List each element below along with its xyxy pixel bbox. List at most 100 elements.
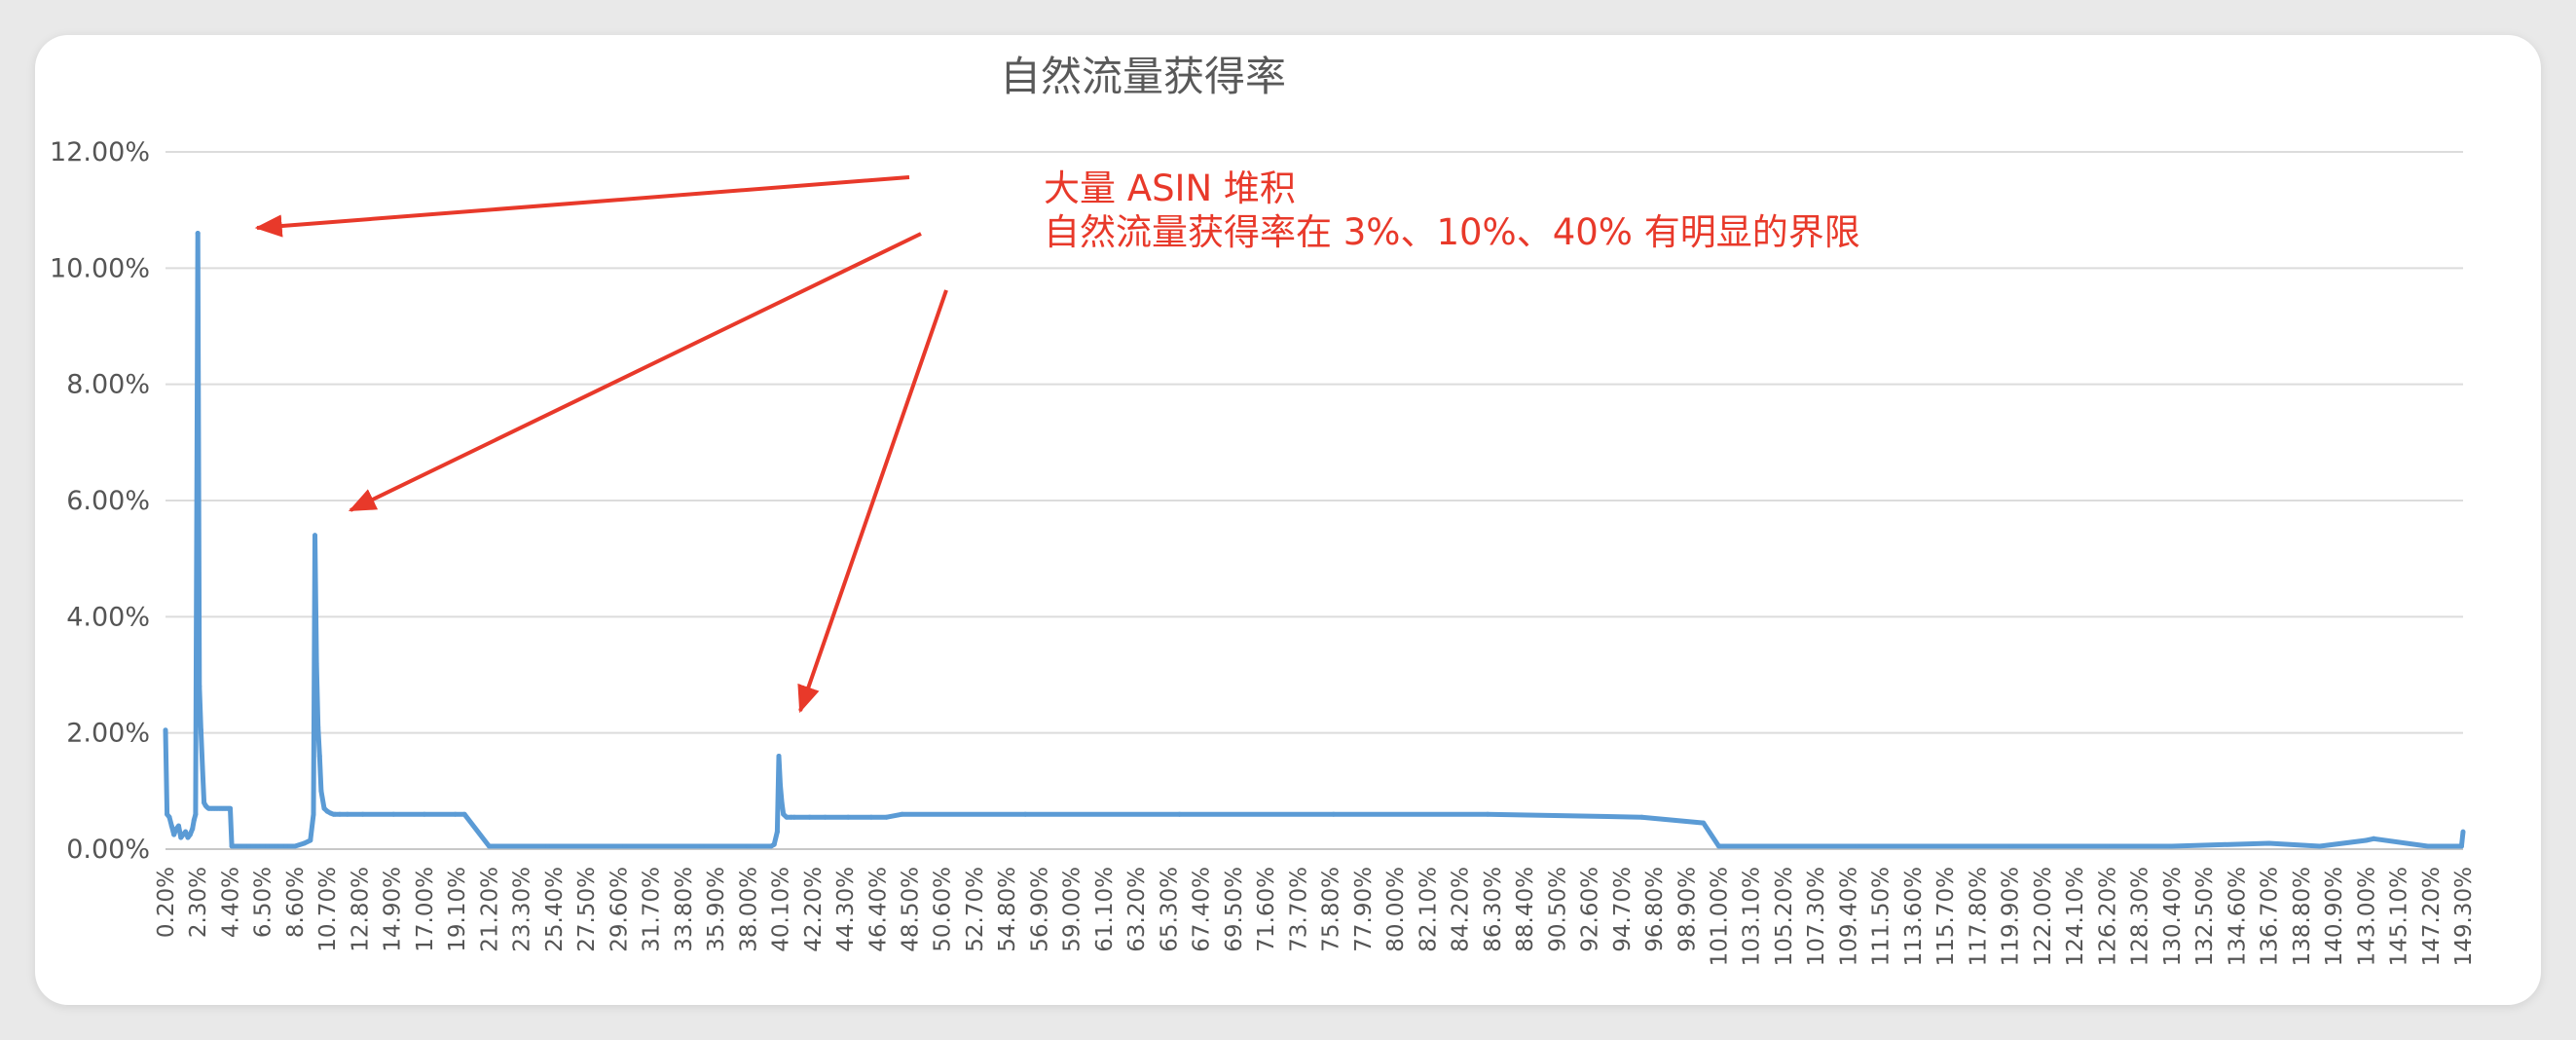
data-point [246, 843, 251, 849]
data-point [1716, 843, 1721, 849]
data-point [2266, 840, 2272, 846]
x-tick-label: 69.50% [1222, 867, 1247, 952]
x-tick-label: 136.70% [2258, 867, 2283, 966]
x-tick-label: 14.90% [381, 867, 406, 952]
data-point [237, 843, 242, 849]
x-tick-label: 90.50% [1545, 867, 1570, 952]
data-point [1331, 811, 1337, 817]
data-point [176, 823, 181, 829]
x-tick-label: 8.60% [283, 867, 309, 938]
x-tick-label: 38.00% [736, 867, 761, 952]
x-tick-label: 61.10% [1092, 867, 1118, 952]
x-tick-label: 71.60% [1254, 867, 1279, 952]
data-point [2317, 843, 2323, 849]
data-point [195, 231, 201, 236]
data-point [791, 814, 797, 820]
data-point [845, 814, 851, 820]
chart: 自然流量获得率 0.00% 2.00% 4.00% 6.00% 8.00% 10.00% 1… [50, 53, 2477, 966]
annotation-arrow-2 [348, 232, 922, 512]
data-point [228, 805, 233, 811]
data-point [776, 754, 782, 759]
x-tick-label: 40.10% [769, 867, 794, 952]
x-tick-label: 98.90% [1674, 867, 1700, 952]
data-point [1022, 811, 1028, 817]
data-point [183, 829, 189, 835]
data-point [191, 817, 197, 823]
x-tick-label: 52.70% [963, 867, 988, 952]
x-tick-label: 23.30% [510, 867, 535, 952]
x-tick-label: 17.00% [413, 867, 438, 952]
data-point [453, 811, 459, 817]
data-point [486, 843, 492, 849]
data-point [900, 811, 905, 817]
x-tick-label: 2.30% [186, 867, 211, 938]
x-tick-label: 46.40% [865, 867, 891, 952]
chart-card: 自然流量获得率 0.00% 2.00% 4.00% 6.00% 8.00% 10.00% 1… [35, 35, 2541, 1005]
x-tick-label: 149.30% [2451, 867, 2477, 966]
data-point [390, 811, 396, 817]
data-point [198, 727, 203, 733]
data-point [292, 843, 298, 849]
x-tick-label: 101.00% [1707, 867, 1732, 966]
data-point [187, 832, 193, 837]
x-tick-label: 29.60% [607, 867, 632, 952]
x-tick-label: 94.70% [1610, 867, 1636, 952]
data-point [1701, 820, 1707, 826]
data-point [229, 843, 235, 849]
annotation-arrow-3 [797, 289, 948, 714]
annotation-arrow-1 [254, 175, 910, 238]
annotation-group: 大量 ASIN 堆积 自然流量获得率在 3%、10%、40% 有明显的界限 [254, 167, 1860, 714]
x-tick-label: 117.80% [1966, 867, 1991, 966]
x-tick-label: 77.90% [1351, 867, 1377, 952]
data-point [2371, 836, 2376, 841]
data-point [265, 843, 270, 849]
x-tick-label: 132.50% [2192, 867, 2218, 966]
data-point [779, 799, 785, 805]
x-tick-label: 54.80% [995, 867, 1020, 952]
x-tick-label: 63.20% [1124, 867, 1150, 952]
x-tick-label: 33.80% [672, 867, 697, 952]
x-tick-label: 130.40% [2160, 867, 2186, 966]
x-tick-label: 126.20% [2095, 867, 2120, 966]
x-tick-label: 50.60% [931, 867, 956, 952]
x-tick-label: 134.60% [2225, 867, 2250, 966]
data-point [313, 533, 317, 539]
data-point [171, 832, 177, 837]
data-point [545, 843, 550, 849]
data-point [337, 811, 343, 817]
data-point [345, 811, 350, 817]
x-tick-label: 44.30% [833, 867, 859, 952]
x-tick-label: 35.90% [704, 867, 729, 952]
x-tick-label: 113.60% [1901, 867, 1927, 966]
x-tick-label: 145.10% [2387, 867, 2412, 966]
x-tick-label: 115.70% [1933, 867, 1959, 966]
y-tick-label: 4.00% [66, 602, 150, 632]
data-point [311, 811, 316, 817]
data-point [807, 814, 813, 820]
data-point [2008, 843, 2014, 849]
data-point [2460, 829, 2466, 835]
data-point [283, 843, 288, 849]
data-point [302, 840, 307, 846]
x-tick-label: 124.10% [2063, 867, 2088, 966]
y-tick-label: 2.00% [66, 719, 150, 749]
x-tick-label: 65.30% [1157, 867, 1182, 952]
y-tick-label: 0.00% [66, 835, 150, 865]
data-point [422, 811, 427, 817]
x-tick-label: 138.80% [2290, 867, 2315, 966]
data-point [699, 843, 705, 849]
data-point [2363, 837, 2369, 843]
x-tick-label: 0.20% [154, 867, 179, 938]
y-tick-label: 10.00% [50, 253, 150, 283]
data-point [2169, 843, 2175, 849]
x-tick-label: 140.90% [2322, 867, 2347, 966]
x-tick-label: 67.40% [1190, 867, 1215, 952]
data-point [315, 724, 321, 730]
data-point [308, 837, 313, 843]
x-tick-label: 59.00% [1060, 867, 1086, 952]
x-tick-label: 109.40% [1836, 867, 1861, 966]
x-tick-label: 111.50% [1869, 867, 1895, 966]
x-tick-label: 92.60% [1578, 867, 1603, 952]
annotation-line-2: 自然流量获得率在 3%、10%、40% 有明显的界限 [1044, 211, 1860, 253]
x-tick-label: 73.70% [1286, 867, 1311, 952]
